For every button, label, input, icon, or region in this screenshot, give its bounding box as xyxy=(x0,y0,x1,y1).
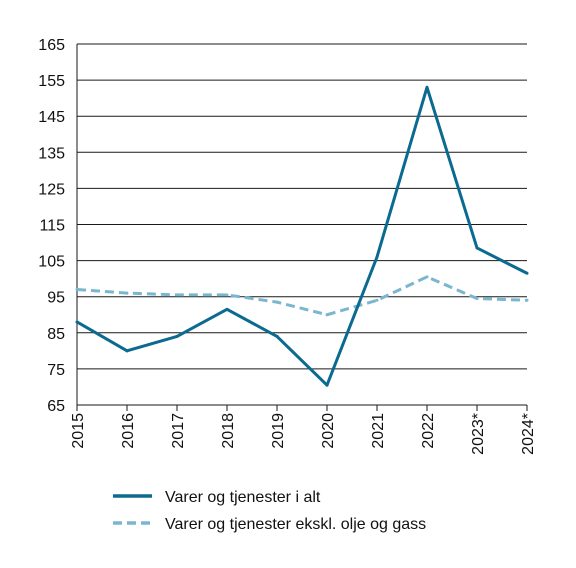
series-line-2 xyxy=(76,275,528,317)
data-point-s1-5 xyxy=(325,383,329,387)
data-point-s1-7 xyxy=(425,85,429,89)
data-point-s1-1 xyxy=(125,349,129,353)
y-tick-labels: 65 75 85 95 105 115 125 135 145 155 165 xyxy=(38,37,65,415)
gridlines xyxy=(76,43,527,406)
x-tick-label: 2017 xyxy=(170,413,187,449)
y-tick-label: 105 xyxy=(38,254,65,271)
x-tick-label: 2024* xyxy=(520,413,537,455)
y-tick-label: 85 xyxy=(47,326,65,343)
y-tick-label: 165 xyxy=(38,37,65,54)
x-tick-labels: 2015 2016 2017 2018 2019 2020 2021 2022 2023* 202… xyxy=(70,405,537,455)
x-tick-label: 2020 xyxy=(320,413,337,449)
data-point-s1-8 xyxy=(475,246,479,250)
data-point-s2-3 xyxy=(225,293,229,297)
data-point-s2-4 xyxy=(275,300,279,304)
data-point-s1-6 xyxy=(375,255,379,259)
y-tick-label: 155 xyxy=(38,73,65,90)
y-tick-label: 145 xyxy=(38,109,65,126)
y-tick-label: 65 xyxy=(47,398,65,415)
legend-label-2: Varer og tjenester ekskl. olje og gass xyxy=(165,516,426,533)
data-point-s1-4 xyxy=(275,334,279,338)
x-tick-label: 2019 xyxy=(270,413,287,449)
data-point-s1-0 xyxy=(75,320,79,324)
x-tick-label: 2018 xyxy=(220,413,237,449)
data-point-s1-3 xyxy=(225,307,229,311)
y-tick-label: 125 xyxy=(38,181,65,198)
data-point-s2-2 xyxy=(175,293,179,297)
data-point-s2-7 xyxy=(425,275,429,279)
data-point-s1-2 xyxy=(175,334,179,338)
x-tick-label: 2021 xyxy=(370,413,387,449)
legend-label-1: Varer og tjenester i alt xyxy=(165,489,321,506)
x-tick-label: 2016 xyxy=(120,413,137,449)
data-point-s2-0 xyxy=(75,287,79,291)
x-tick-label: 2023* xyxy=(470,413,487,455)
y-tick-label: 75 xyxy=(47,362,65,379)
legend: Varer og tjenester i alt Varer og tjenest… xyxy=(113,489,426,533)
y-tick-label: 115 xyxy=(39,218,65,235)
x-tick-label: 2015 xyxy=(70,413,87,449)
data-point-s2-6 xyxy=(375,298,379,302)
y-tick-label: 135 xyxy=(38,145,65,162)
series-line-1 xyxy=(76,85,528,387)
x-tick-label: 2022 xyxy=(420,413,437,449)
data-point-s2-1 xyxy=(125,291,129,295)
data-point-s2-9 xyxy=(525,298,529,302)
series-lines xyxy=(75,85,529,387)
data-point-s2-5 xyxy=(325,313,329,317)
data-point-s2-8 xyxy=(475,297,479,301)
data-point-s1-9 xyxy=(525,271,529,275)
y-tick-label: 95 xyxy=(47,290,65,307)
